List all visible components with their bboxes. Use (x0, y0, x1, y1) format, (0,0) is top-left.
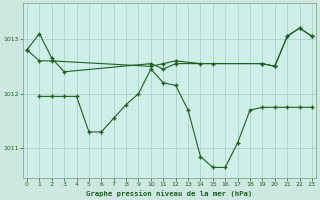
X-axis label: Graphe pression niveau de la mer (hPa): Graphe pression niveau de la mer (hPa) (86, 190, 252, 197)
